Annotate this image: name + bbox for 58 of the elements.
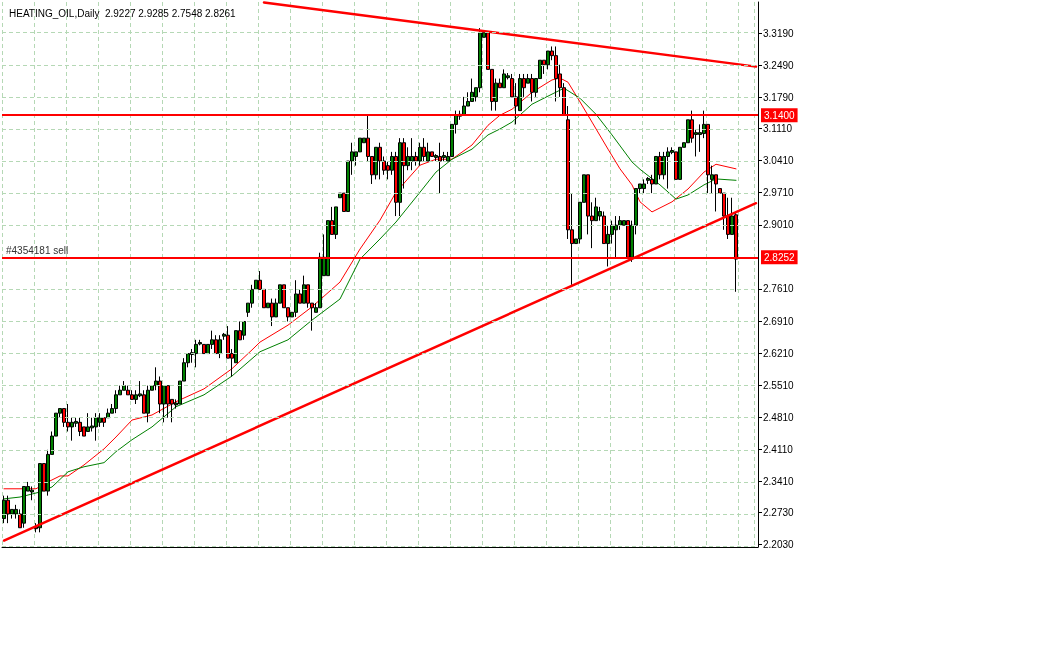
y-tick-label: 3.1110: [763, 123, 793, 135]
candlestick: [334, 206, 338, 240]
y-tick-label: 2.9710: [763, 187, 795, 199]
candlestick: [202, 343, 206, 355]
candlestick: [614, 215, 618, 258]
candlestick: [166, 385, 170, 419]
candlestick: [438, 142, 442, 194]
candlestick: [130, 389, 134, 400]
candlestick: [374, 146, 378, 180]
candlestick: [546, 50, 550, 70]
y-tick-label: 3.1790: [763, 91, 795, 103]
y-tick-label: 2.2730: [763, 507, 795, 519]
y-tick-label: 2.2030: [763, 539, 795, 551]
candlestick: [270, 298, 274, 327]
y-tick-label: 2.7610: [763, 283, 795, 295]
candlestick: [214, 334, 218, 355]
annotation: #4354181 sell: [6, 245, 69, 257]
candlestick: [146, 385, 150, 423]
candlestick: [674, 151, 678, 180]
text: HEATING_OIL,Daily 2.9227 2.9285 2.7548 2.8261: [9, 7, 237, 19]
y-tick-label: 2.9010: [763, 219, 795, 231]
y-tick-label: 2.6210: [763, 347, 795, 359]
y-tick-label: 3.3190: [763, 27, 795, 39]
y-tick-label: 2.3410: [763, 475, 795, 487]
candlestick: [194, 339, 198, 368]
candlestick: [426, 142, 430, 162]
candlestick: [78, 417, 82, 437]
candlestick: [6, 495, 10, 524]
candlestick: [666, 146, 670, 190]
candlestick: [678, 146, 682, 180]
ref-line-label: 3.1400: [764, 109, 796, 121]
candlestick: [210, 330, 214, 350]
candlestick: [258, 270, 262, 290]
y-tick-label: 2.5510: [763, 379, 795, 391]
candlestick: [642, 178, 646, 194]
candlestick: [122, 380, 126, 391]
y-tick-label: 3.0410: [763, 155, 795, 167]
candlestick: [422, 137, 426, 162]
candlestick: [302, 275, 306, 304]
candlestick: [410, 137, 414, 171]
candlestick: [126, 385, 130, 396]
y-tick-label: 2.4110: [763, 443, 794, 455]
y-tick-label: 2.6910: [763, 315, 795, 327]
candlestick: [398, 137, 402, 217]
candlestick: [218, 334, 222, 359]
candlestick: [62, 408, 66, 428]
candlestick: [114, 389, 118, 414]
candlestick: [242, 320, 246, 341]
candlestick: [462, 96, 466, 116]
y-tick-label: 2.4810: [763, 411, 795, 423]
candlestick: [502, 68, 506, 89]
candlestick: [94, 412, 98, 442]
candlestick: [378, 142, 382, 180]
candlestick: [418, 142, 422, 167]
y-tick-label: 3.2490: [763, 59, 795, 71]
candlestick: [294, 279, 298, 318]
ref-line-label: 2.8252: [764, 251, 796, 263]
candlestick: [262, 288, 266, 309]
